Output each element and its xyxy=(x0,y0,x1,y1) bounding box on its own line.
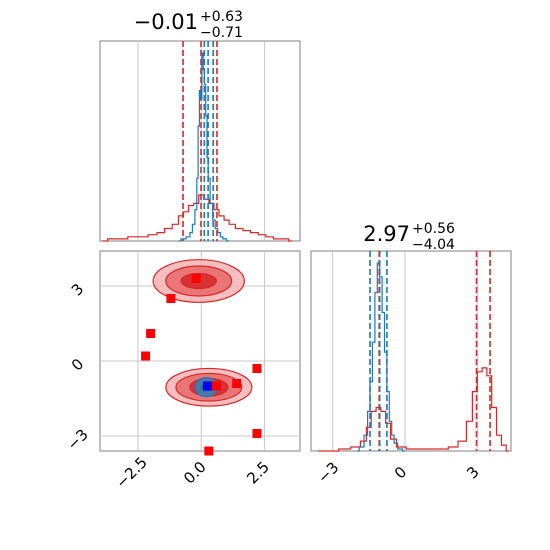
p1-red-marker-5 xyxy=(252,364,262,373)
title-0-sup: +0.63 xyxy=(200,9,243,25)
p2-xtick-label-1: 0 xyxy=(391,463,410,482)
p1-xtick-label-1: 0.0 xyxy=(180,458,210,488)
p2-series-red-histogram xyxy=(318,367,509,452)
title-0-center: −0.01 xyxy=(134,10,198,34)
title-parameter-0: −0.01 +0.63 −0.71 xyxy=(134,9,243,41)
title-1-sup: +0.56 xyxy=(412,221,455,237)
title-1-center: 2.97 xyxy=(363,222,410,246)
p1-ytick-label-1: 0 xyxy=(68,355,87,374)
p1-red-marker-0 xyxy=(191,274,201,283)
panel-top-left-marginal xyxy=(99,40,301,242)
p1-blue-marker-0 xyxy=(203,381,213,391)
tick-labels: −2.5 0.0 2.5 −3 0 3 −3 0 3 xyxy=(63,280,482,492)
p1-xtick-label-2: 2.5 xyxy=(243,458,273,488)
panel-top-left-frame xyxy=(99,40,301,242)
p1-red-marker-6 xyxy=(252,429,262,438)
panel-bottom-left-markers xyxy=(141,274,262,456)
p1-red-marker-2 xyxy=(146,329,156,338)
p1-ytick-label-0: −3 xyxy=(63,425,91,453)
title-0-sub: −0.71 xyxy=(200,25,243,41)
p1-red-marker-1 xyxy=(166,294,176,303)
p2-series-blue-histogram xyxy=(356,262,405,452)
p1-red-marker-3 xyxy=(141,351,151,361)
panel-top-left-series xyxy=(102,41,293,242)
p1-red-marker-7 xyxy=(204,446,214,456)
p1-ytick-label-2: 3 xyxy=(68,280,87,299)
panel-bottom-right-series xyxy=(318,251,509,452)
panel-bottom-right-grid xyxy=(332,251,478,451)
panel-bottom-right-marginal xyxy=(310,250,512,452)
p1-red-marker-4 xyxy=(232,379,242,388)
title-1-sub: −4.04 xyxy=(412,237,455,253)
panel-bottom-right-frame xyxy=(310,250,512,452)
p1-xtick-label-0: −2.5 xyxy=(112,453,150,491)
title-parameter-1: 2.97 +0.56 −4.04 xyxy=(363,221,455,253)
p2-xtick-label-0: −3 xyxy=(314,458,342,486)
p1-red-marker-8 xyxy=(211,381,221,391)
panel-bottom-left-2d xyxy=(99,250,301,456)
panel-bottom-left-frame xyxy=(99,250,301,452)
p2-xtick-label-2: 3 xyxy=(463,463,482,482)
p0-series-red-histogram xyxy=(102,194,293,242)
